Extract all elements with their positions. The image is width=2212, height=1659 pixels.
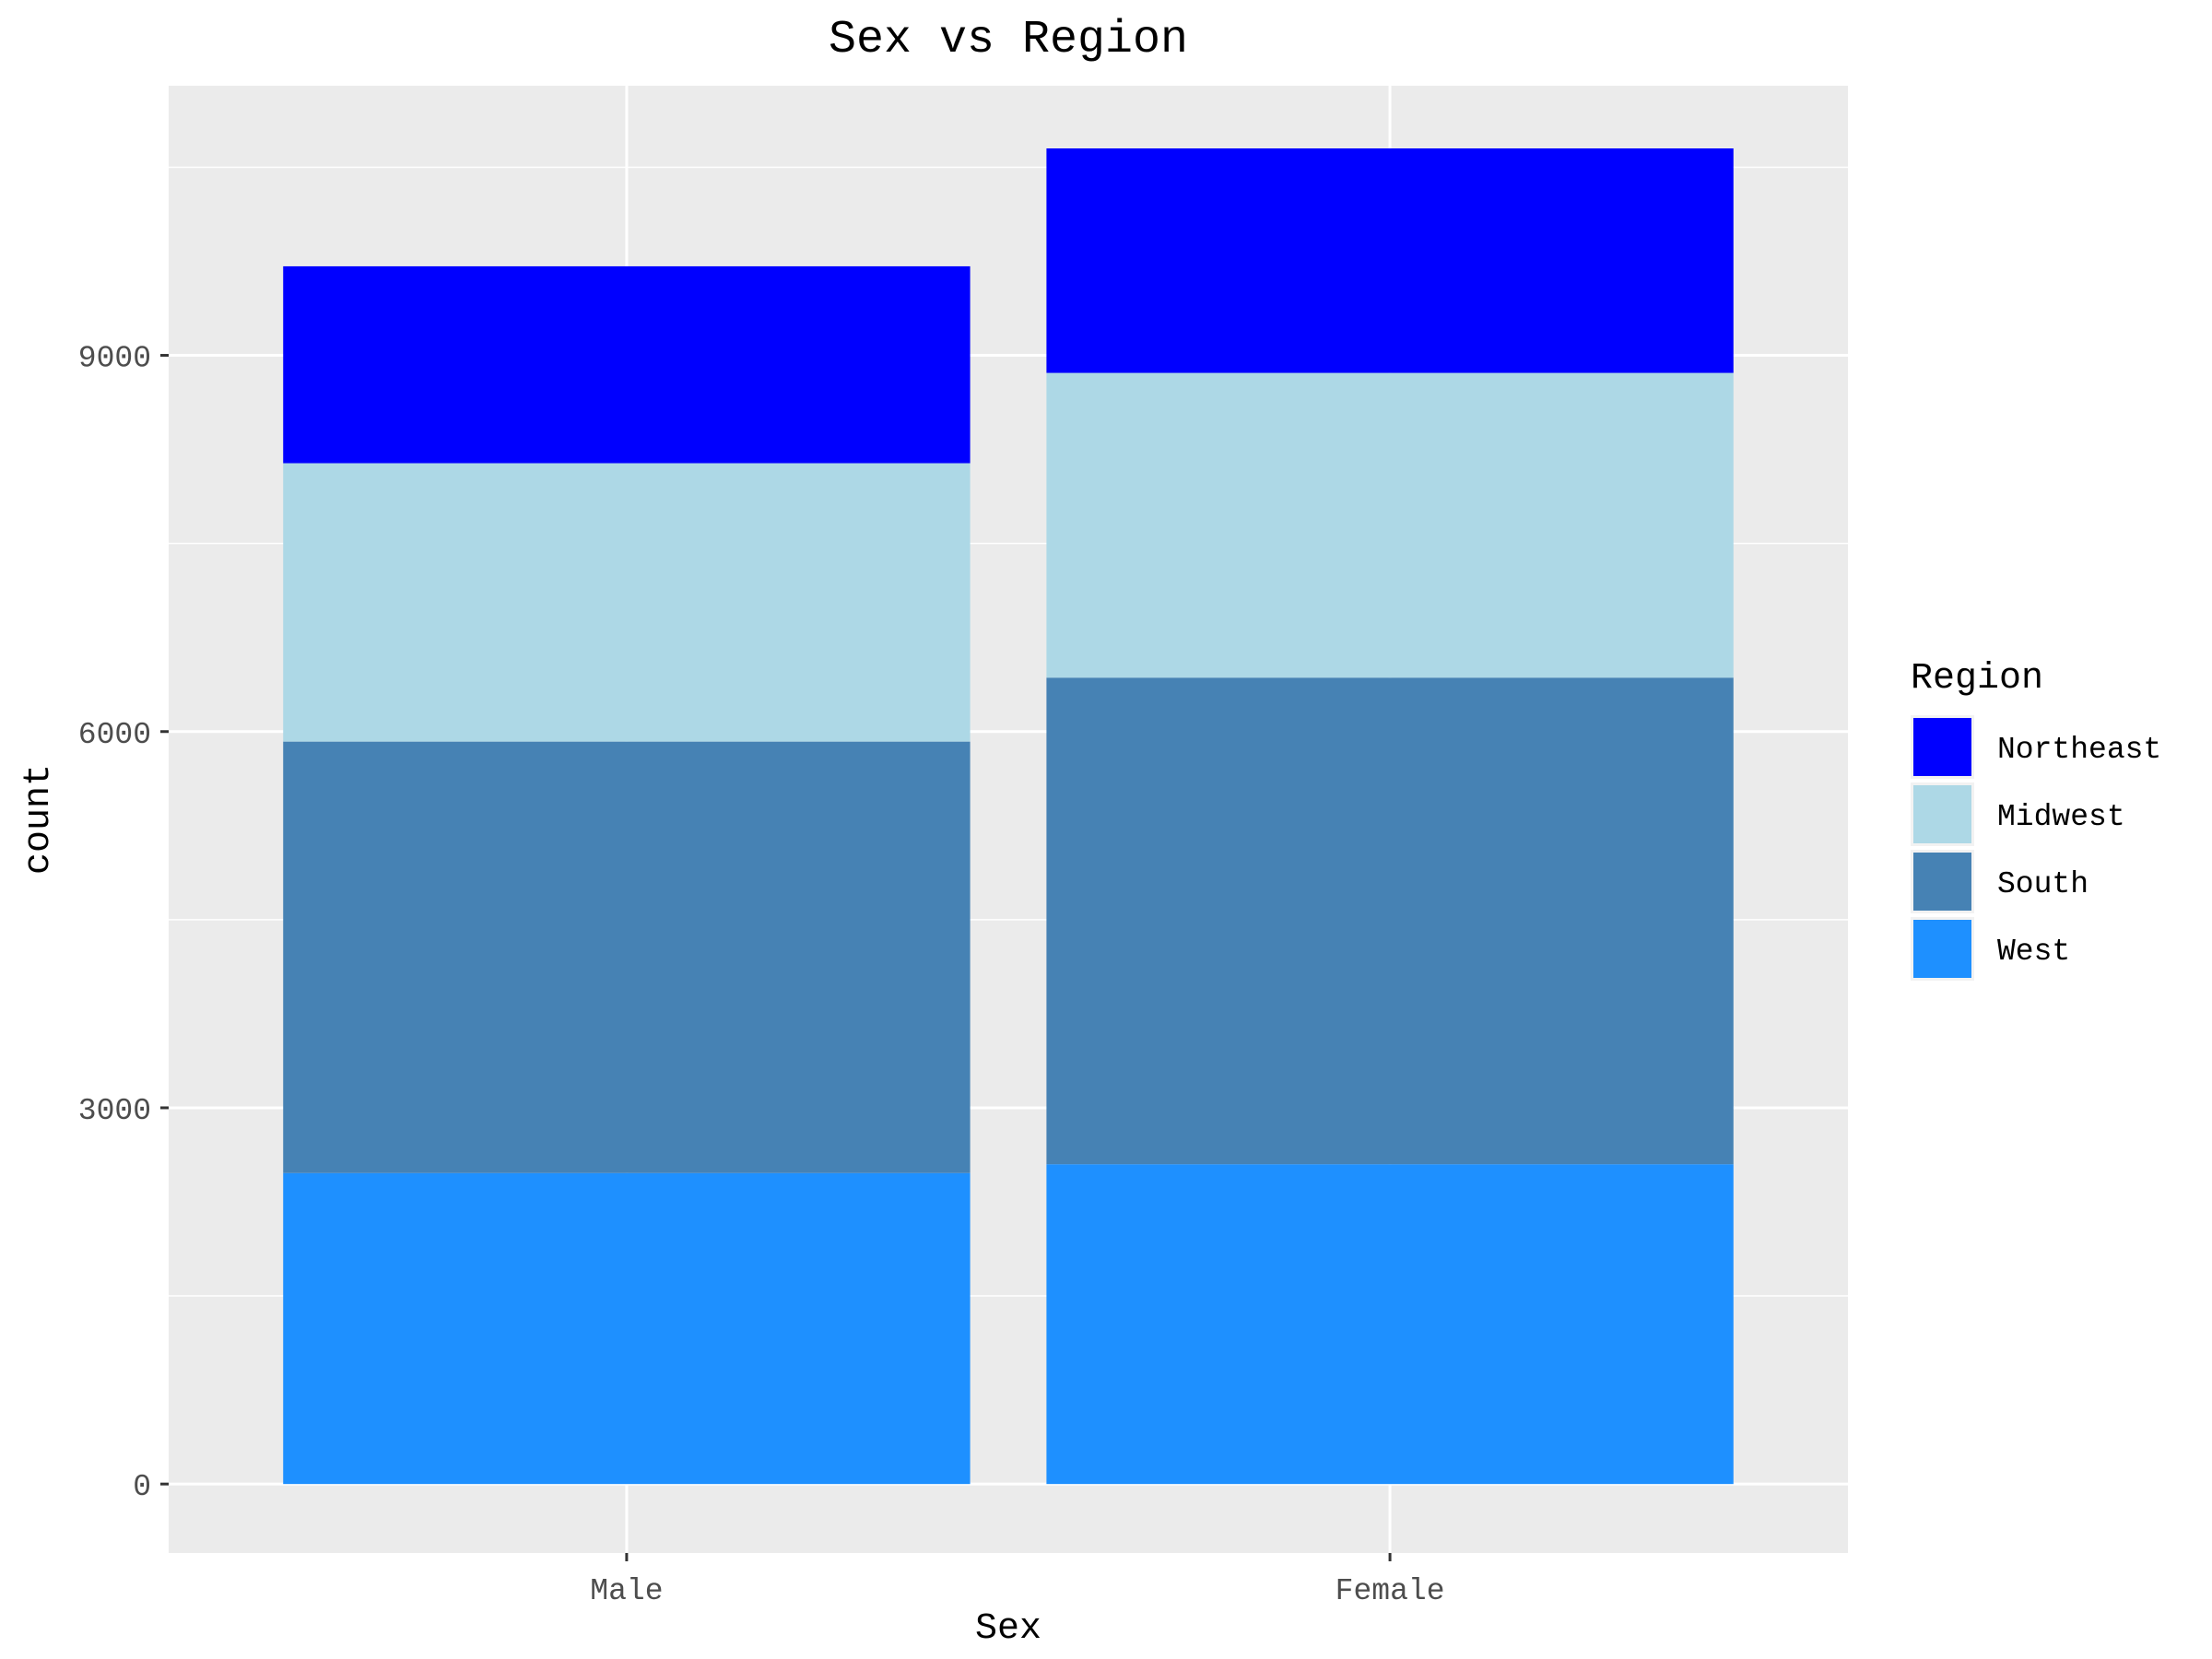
y-tick-label: 0	[133, 1470, 151, 1504]
bar-segment-male-west	[283, 1172, 971, 1485]
bar-segment-male-south	[283, 741, 971, 1173]
chart-title: Sex vs Region	[829, 14, 1188, 66]
legend-swatch-northeast	[1913, 718, 1971, 776]
legend-label-south: South	[1997, 867, 2088, 901]
bars	[283, 148, 1734, 1485]
bar-segment-female-midwest	[1046, 372, 1734, 678]
legend: Region Northeast Midwest South West	[1911, 658, 2161, 981]
legend-swatch-south	[1913, 853, 1971, 911]
x-tick-label: Male	[590, 1574, 663, 1608]
bar-segment-female-west	[1046, 1164, 1734, 1485]
legend-label-northeast: Northeast	[1997, 733, 2161, 767]
x-tick-label: Female	[1335, 1574, 1445, 1608]
legend-swatch-west	[1913, 920, 1971, 978]
bar-segment-male-northeast	[283, 265, 971, 464]
x-axis-title: Sex	[975, 1608, 1041, 1650]
x-axis: Male Female	[590, 1553, 1445, 1608]
legend-title: Region	[1911, 658, 2043, 700]
y-tick-label: 3000	[78, 1094, 151, 1128]
bar-segment-female-south	[1046, 677, 1734, 1165]
legend-swatch-midwest	[1913, 785, 1971, 843]
legend-label-midwest: Midwest	[1997, 800, 2125, 834]
y-axis: 0 3000 6000 9000	[78, 342, 169, 1504]
bar-segment-male-midwest	[283, 463, 971, 742]
legend-label-west: West	[1997, 935, 2070, 969]
y-axis-title: count	[18, 764, 60, 875]
bar-segment-female-northeast	[1046, 148, 1734, 373]
y-tick-label: 6000	[78, 718, 151, 752]
y-tick-label: 9000	[78, 342, 151, 376]
